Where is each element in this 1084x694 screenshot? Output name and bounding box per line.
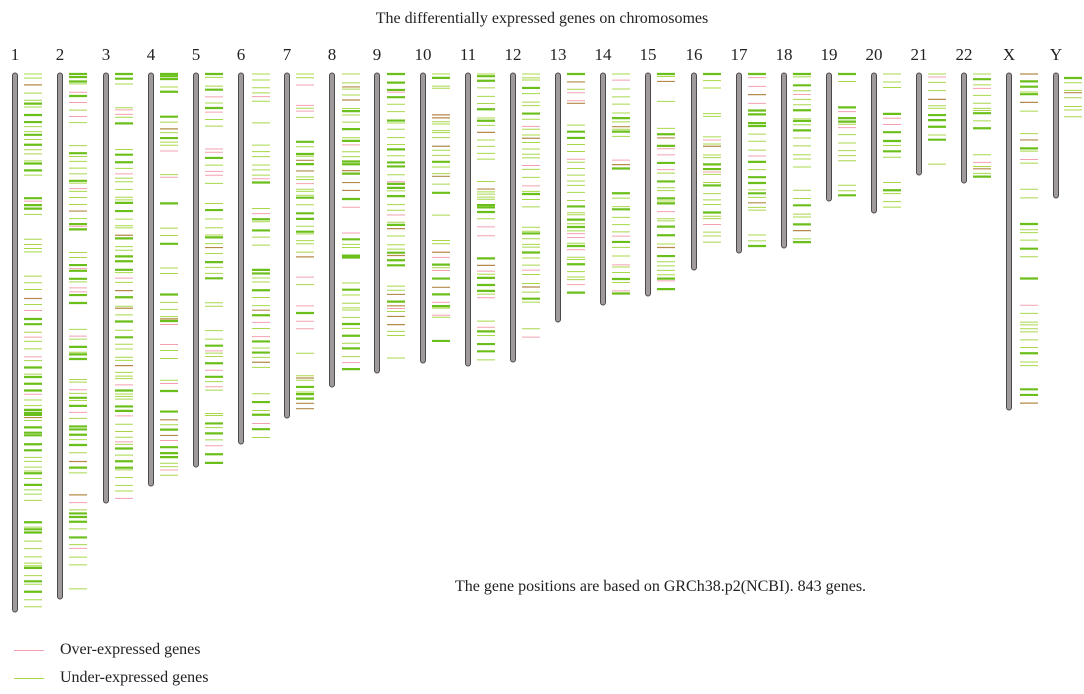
chromosome-bar xyxy=(465,72,471,367)
gene-bands xyxy=(703,72,721,243)
chromosome-label: 22 xyxy=(956,45,973,64)
chromosome-label: 16 xyxy=(686,45,703,64)
chromosome-bar xyxy=(420,72,426,364)
gene-bands xyxy=(432,73,450,343)
chromosome-bar xyxy=(645,72,651,297)
chromosome-label: 7 xyxy=(283,45,292,64)
chromosome-bar xyxy=(329,72,335,388)
gene-bands xyxy=(838,72,856,197)
chromosome-bar xyxy=(1006,72,1012,411)
gene-bands xyxy=(567,72,585,294)
chromosome-bar xyxy=(736,72,742,254)
legend: Over-expressed genes Under-expressed gen… xyxy=(14,636,209,692)
gene-bands xyxy=(24,73,42,608)
gene-bands xyxy=(342,73,360,371)
gene-bands xyxy=(69,72,87,590)
chromosome-bar xyxy=(193,72,199,468)
chromosome-label: 19 xyxy=(821,45,838,64)
gene-bands xyxy=(612,73,630,295)
chromosome-bar xyxy=(148,72,154,487)
chromosome-bar xyxy=(826,72,832,202)
chromosome-label: 13 xyxy=(550,45,567,64)
gene-bands xyxy=(928,73,946,165)
chromosome-label: 14 xyxy=(595,45,613,64)
legend-label-over: Over-expressed genes xyxy=(60,641,201,658)
chromosome-bar xyxy=(284,72,290,419)
gene-bands xyxy=(522,73,540,338)
chromosome-label: 9 xyxy=(373,45,382,64)
gene-bands xyxy=(205,72,223,464)
gene-bands xyxy=(883,73,901,208)
gene-bands xyxy=(748,72,766,248)
chromosome-label: 21 xyxy=(911,45,928,64)
gene-bands xyxy=(1064,76,1082,118)
chromosome-label: 12 xyxy=(505,45,522,64)
chromosome-label: 10 xyxy=(415,45,432,64)
legend-label-under: Under-expressed genes xyxy=(60,669,209,686)
chromosome-bar xyxy=(1053,72,1059,199)
chromosome-bar xyxy=(510,72,516,363)
gene-bands xyxy=(296,73,314,410)
chromosome-label: 4 xyxy=(147,45,156,64)
chromosome-bar xyxy=(103,72,109,504)
gene-bands xyxy=(793,72,811,244)
gene-bands xyxy=(477,73,495,361)
chromosome-label: 1 xyxy=(11,45,20,64)
gene-bands xyxy=(1020,73,1038,404)
diagram-title: The differentially expressed genes on ch… xyxy=(375,10,709,27)
chromosome-label: Y xyxy=(1050,45,1062,64)
chromosome-bar xyxy=(374,72,380,374)
chromosome-label: 5 xyxy=(192,45,201,64)
chromosome-bar xyxy=(916,72,922,176)
chromosome-bar xyxy=(12,72,18,613)
gene-bands xyxy=(657,72,675,291)
chromosome-label: 15 xyxy=(640,45,657,64)
chromosome-label: 2 xyxy=(56,45,65,64)
chromosome-bar xyxy=(555,72,561,323)
chromosome-bar xyxy=(238,72,244,445)
chromosome-bar xyxy=(600,72,606,306)
chromosome-bar xyxy=(691,72,697,271)
over-expressed-swatch xyxy=(14,649,44,651)
chromosome-label: 8 xyxy=(328,45,337,64)
chromosome-label: 3 xyxy=(102,45,111,64)
chromosome-label: 11 xyxy=(460,45,476,64)
chromosome-label: 18 xyxy=(776,45,793,64)
chromosome-bar xyxy=(961,72,967,184)
gene-bands xyxy=(160,72,178,476)
chromosome-label: X xyxy=(1003,45,1015,64)
chromosome-bar xyxy=(871,72,877,214)
chromosome-label: 6 xyxy=(237,45,246,64)
chromosome-label: 17 xyxy=(731,45,749,64)
legend-item-under: Under-expressed genes xyxy=(14,664,209,692)
chromosome-bar xyxy=(781,72,787,249)
chromosome-label: 20 xyxy=(866,45,883,64)
chromosome-bar xyxy=(57,72,63,600)
legend-item-over: Over-expressed genes xyxy=(14,636,209,664)
gene-positions-note: The gene positions are based on GRCh38.p… xyxy=(455,578,867,595)
under-expressed-swatch xyxy=(14,677,44,679)
gene-bands xyxy=(387,72,405,359)
gene-bands xyxy=(252,73,270,439)
gene-bands xyxy=(115,72,133,499)
gene-bands xyxy=(973,73,991,178)
